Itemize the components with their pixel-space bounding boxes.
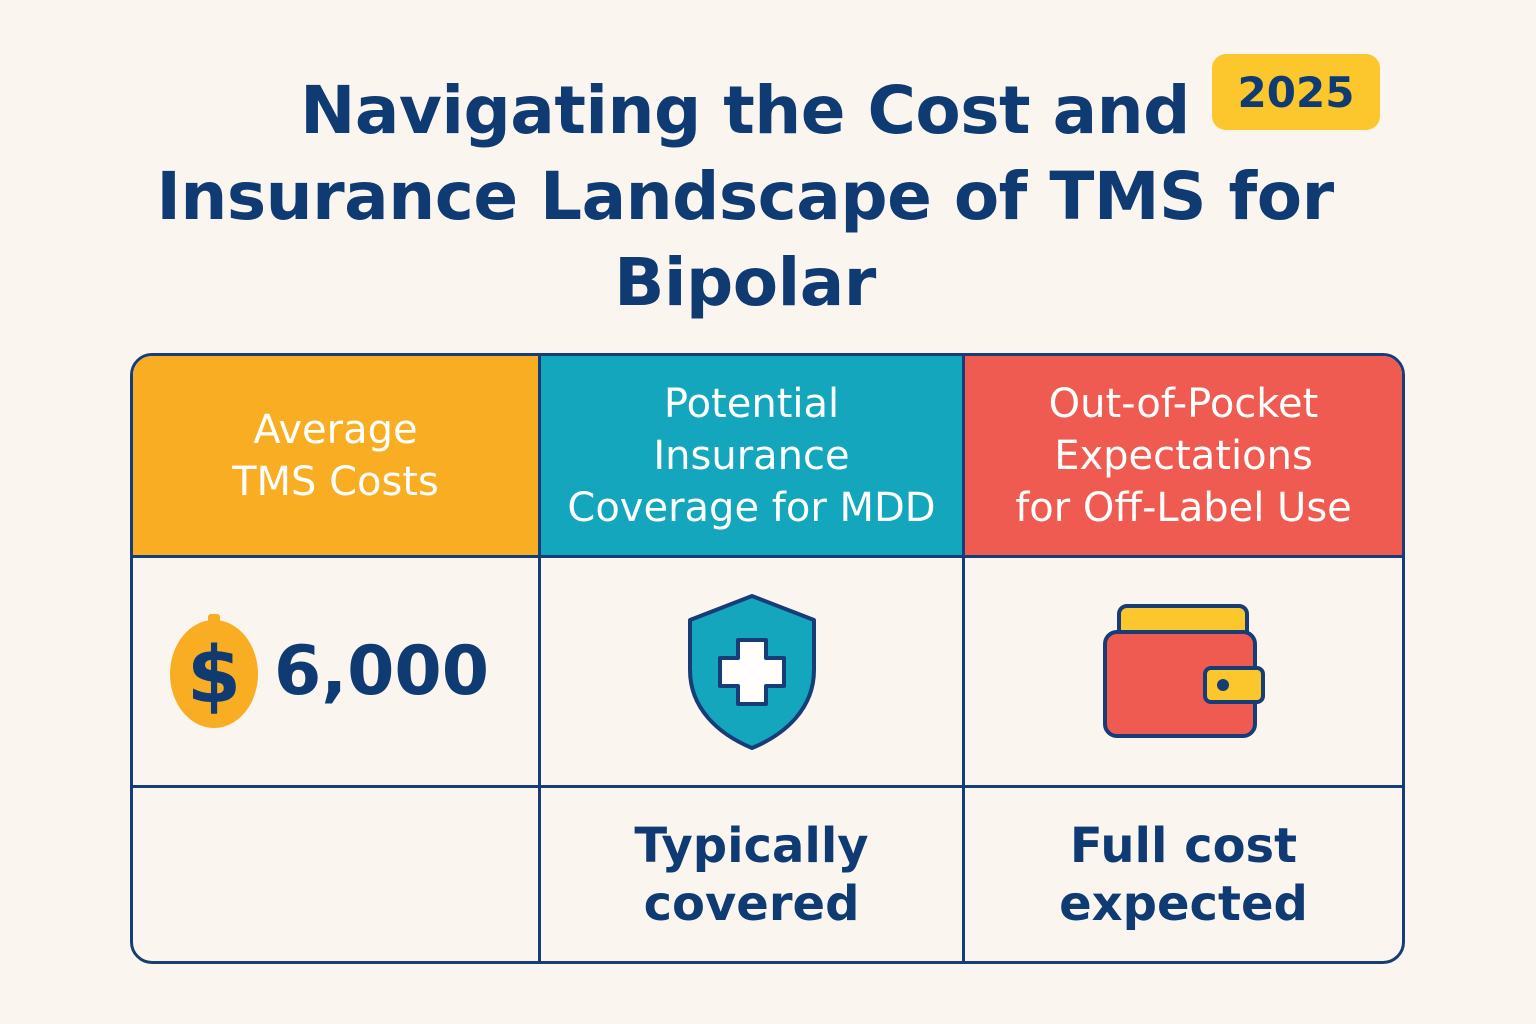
header-line: Coverage for MDD xyxy=(567,484,936,531)
page-title: Navigating the Cost and Insurance Landsc… xyxy=(130,68,1360,326)
cost-cell: $ 6,000 xyxy=(133,558,541,788)
column-header-out-of-pocket: Out-of-Pocket Expectations for Off-Label… xyxy=(965,356,1402,558)
note-line: covered xyxy=(643,875,860,932)
cost-note-cell xyxy=(133,788,541,961)
svg-text:$: $ xyxy=(187,631,241,721)
year-badge: 2025 xyxy=(1212,54,1380,130)
shield-plus-icon xyxy=(687,593,816,750)
header-line: Insurance xyxy=(653,432,850,479)
wallet-icon-cell xyxy=(965,558,1402,788)
header-line: for Off-Label Use xyxy=(1015,484,1352,531)
header-line: Expectations xyxy=(1054,432,1313,479)
header-line: Out-of-Pocket xyxy=(1048,380,1319,427)
note-line: expected xyxy=(1059,875,1308,932)
average-cost-value: 6,000 xyxy=(273,632,490,711)
header-line: TMS Costs xyxy=(232,458,439,505)
title-line-1: Navigating the Cost and xyxy=(300,72,1190,149)
insurance-icon-cell xyxy=(541,558,965,788)
header-line: Average xyxy=(253,406,418,453)
dollar-coin-icon: $ xyxy=(169,613,258,728)
note-line: Full cost xyxy=(1069,817,1298,874)
insurance-note-cell: Typically covered xyxy=(541,788,965,961)
cost-comparison-table: Average TMS Costs Potential Insurance Co… xyxy=(130,353,1405,964)
column-header-insurance-coverage: Potential Insurance Coverage for MDD xyxy=(541,356,965,558)
header-line: Potential xyxy=(663,380,840,427)
title-line-3: Bipolar xyxy=(614,244,876,321)
wallet-icon xyxy=(1102,603,1265,738)
out-of-pocket-note-cell: Full cost expected xyxy=(965,788,1402,961)
title-line-2: Insurance Landscape of TMS for xyxy=(156,158,1334,235)
column-header-average-costs: Average TMS Costs xyxy=(133,356,541,558)
note-line: Typically xyxy=(634,817,869,874)
